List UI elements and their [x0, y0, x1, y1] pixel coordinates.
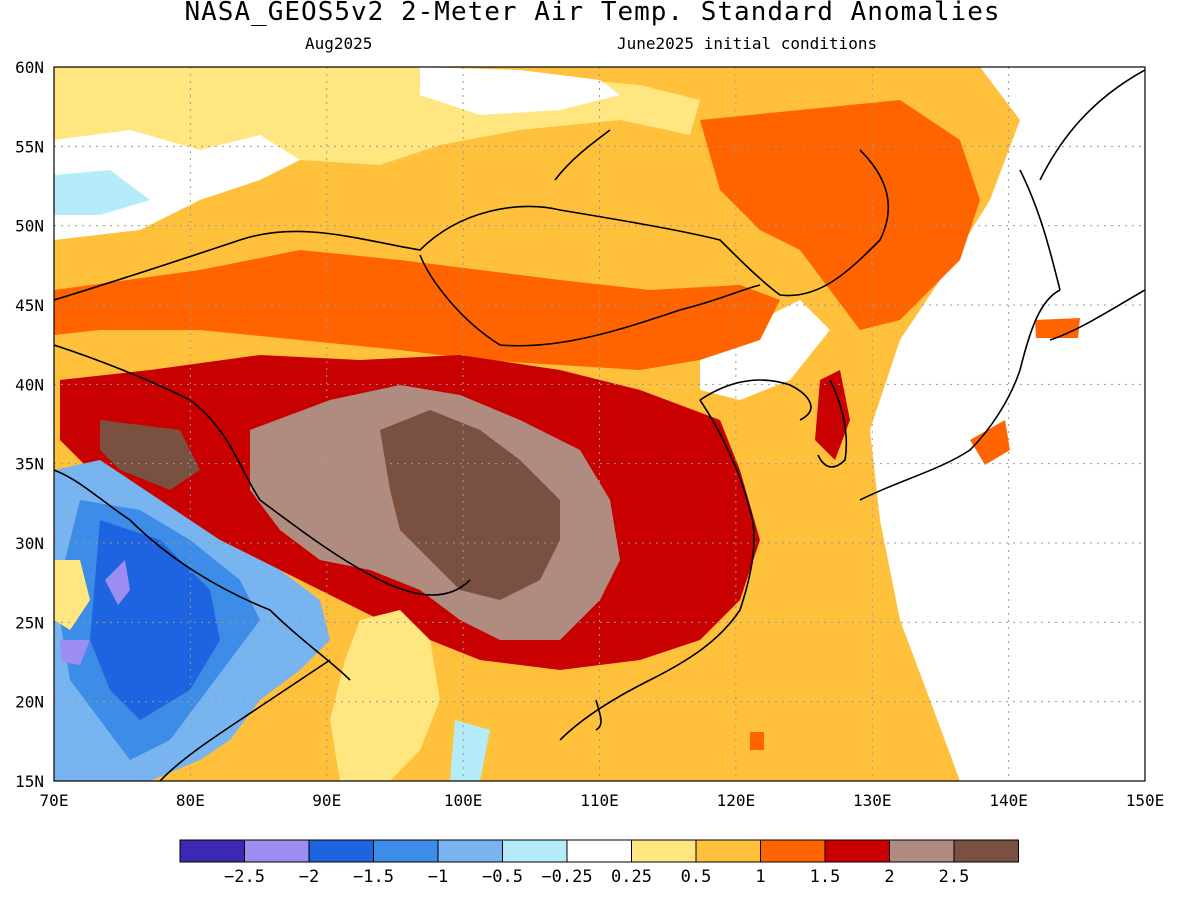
lon-tick-labels: 70E 80E 90E 100E 110E 120E 130E 140E 150E	[40, 791, 1165, 810]
lat-tick-label: 55N	[15, 137, 44, 156]
lon-tick-label: 150E	[1126, 791, 1165, 810]
lat-tick-label: 15N	[15, 772, 44, 791]
colorbar-swatch	[244, 839, 310, 863]
lon-tick-label: 110E	[580, 791, 619, 810]
colorbar-label: 2.5	[939, 867, 970, 887]
colorbar-swatch	[631, 839, 697, 863]
coastlines	[54, 69, 1145, 781]
figure-title: NASA_GEOS5v2 2-Meter Air Temp. Standard …	[184, 0, 1001, 27]
valid-month: Aug2025	[305, 34, 373, 53]
colorbar-swatch	[824, 839, 890, 863]
colorbar-label: 2	[884, 867, 894, 887]
colorbar-swatch	[953, 839, 1019, 863]
lon-tick-label: 100E	[444, 791, 483, 810]
colorbar-label: −0.25	[541, 867, 592, 887]
colorbar-label: 0.5	[681, 867, 712, 887]
colorbar-swatch	[373, 839, 439, 863]
colorbar-swatch	[566, 839, 632, 863]
colorbar-swatch	[760, 839, 826, 863]
init-conditions: June2025 initial conditions	[617, 34, 878, 53]
lat-tick-label: 60N	[15, 58, 44, 77]
colorbar-swatch	[308, 839, 374, 863]
colorbar-swatch	[502, 839, 568, 863]
map-frame	[53, 66, 1146, 782]
lat-tick-label: 40N	[15, 375, 44, 394]
lat-tick-labels: 60N 55N 50N 45N 40N 35N 30N 25N 20N 15N	[15, 58, 44, 791]
colorbar-label: −1	[428, 867, 448, 887]
colorbar: −2.5 −2 −1.5 −1 −0.5 −0.25 0.25 0.5 1 1.5 2 2.5	[179, 839, 1019, 887]
lon-tick-label: 130E	[853, 791, 892, 810]
lon-tick-label: 70E	[40, 791, 69, 810]
colorbar-label: −2.5	[224, 867, 265, 887]
colorbar-swatch	[179, 839, 245, 863]
map-gridlines	[54, 67, 1145, 781]
colorbar-label: 0.25	[611, 867, 652, 887]
lat-tick-label: 30N	[15, 534, 44, 553]
lat-tick-label: 45N	[15, 296, 44, 315]
colorbar-label: −1.5	[353, 867, 394, 887]
lat-tick-label: 20N	[15, 693, 44, 712]
lon-tick-label: 80E	[176, 791, 205, 810]
colorbar-label: 1	[755, 867, 765, 887]
colorbar-label: −0.5	[482, 867, 523, 887]
lat-tick-label: 25N	[15, 613, 44, 632]
lon-tick-label: 90E	[312, 791, 341, 810]
colorbar-swatch	[695, 839, 761, 863]
colorbar-label: −2	[299, 867, 319, 887]
lat-tick-label: 50N	[15, 217, 44, 236]
lon-tick-label: 140E	[989, 791, 1028, 810]
lat-tick-label: 35N	[15, 455, 44, 474]
colorbar-swatch	[889, 839, 955, 863]
colorbar-swatch	[437, 839, 503, 863]
lon-tick-label: 120E	[717, 791, 756, 810]
colorbar-label: 1.5	[810, 867, 841, 887]
